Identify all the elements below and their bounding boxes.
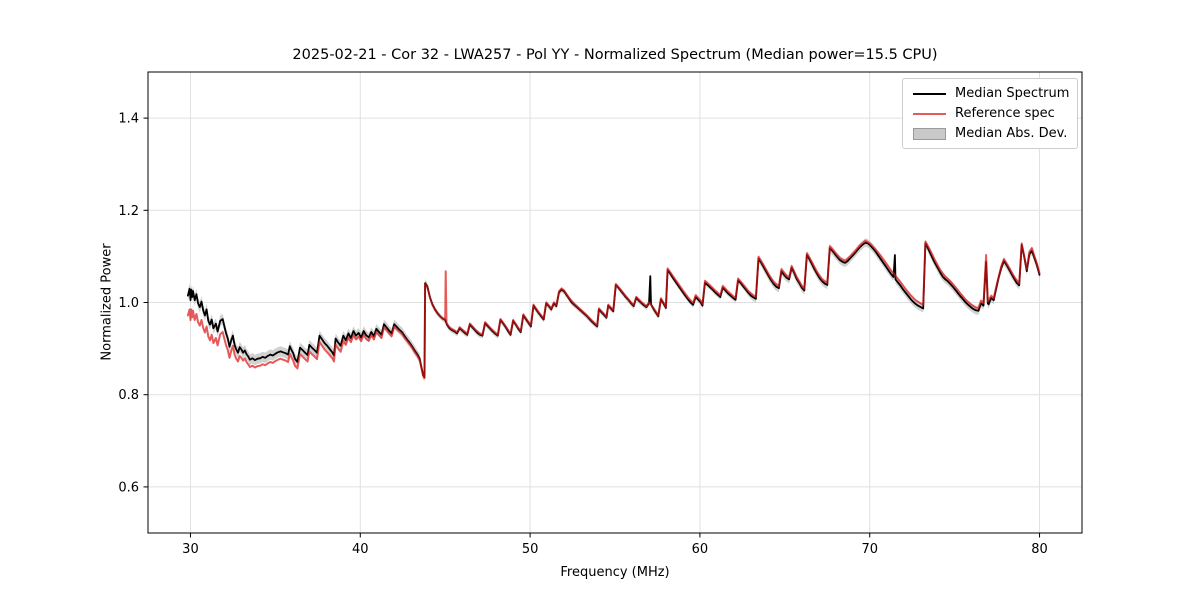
legend: Median Spectrum Reference spec Median Ab… — [902, 78, 1078, 149]
reference-spec-line — [186, 239, 1041, 380]
legend-label: Median Spectrum — [955, 86, 1070, 101]
y-tick-label-0.8: 0.8 — [118, 388, 139, 403]
y-tick-label-0.6: 0.6 — [118, 480, 139, 495]
legend-label: Median Abs. Dev. — [955, 126, 1068, 141]
median-spectrum-line-sample — [913, 92, 946, 95]
x-tick-label-60: 60 — [692, 542, 709, 557]
legend-item-median-abs-dev: Median Abs. Dev. — [913, 126, 1067, 141]
chart-title: 2025-02-21 - Cor 32 - LWA257 - Pol YY - … — [292, 47, 938, 63]
x-tick-label-50: 50 — [522, 542, 539, 557]
y-tick-label-1: 1.0 — [118, 296, 139, 311]
median-abs-dev-patch-sample — [913, 127, 946, 140]
legend-label: Reference spec — [955, 106, 1055, 121]
x-tick-label-70: 70 — [861, 542, 878, 557]
x-tick-label-80: 80 — [1031, 542, 1048, 557]
y-tick-label-1.2: 1.2 — [118, 204, 139, 219]
x-tick-label-30: 30 — [182, 542, 199, 557]
x-tick-label-40: 40 — [352, 542, 369, 557]
legend-item-reference-spec: Reference spec — [913, 106, 1067, 121]
legend-item-median-spectrum: Median Spectrum — [913, 86, 1070, 101]
y-tick-label-1.4: 1.4 — [118, 112, 139, 127]
x-axis-label: Frequency (MHz) — [560, 565, 670, 580]
reference-spec-line-sample — [913, 112, 946, 115]
